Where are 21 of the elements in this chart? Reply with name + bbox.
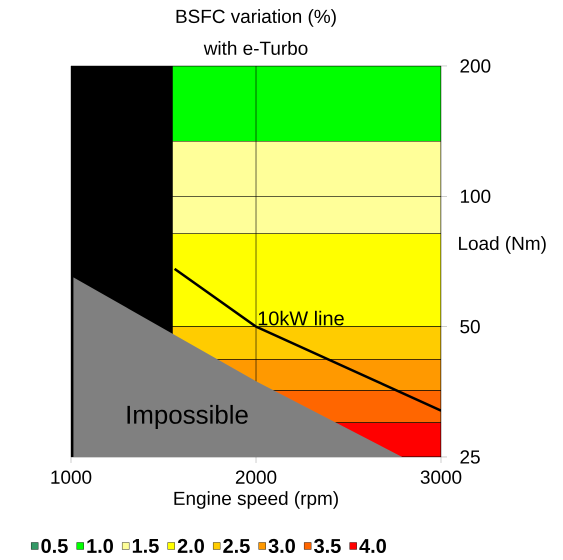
chart-subtitle: with e-Turbo <box>204 41 308 55</box>
chart-title: BSFC variation (%) <box>176 9 336 27</box>
x-tick-label: 2000 <box>236 470 276 484</box>
legend-label: 3.0 <box>268 538 295 554</box>
x-tick-label: 1000 <box>51 470 92 484</box>
y-tick-label: 100 <box>460 190 490 203</box>
x-axis-title: Engine speed (rpm) <box>174 491 338 509</box>
legend-label: 4.0 <box>359 538 386 554</box>
series-label: 10kW line <box>258 310 344 326</box>
legend-label: 0.5 <box>41 538 68 554</box>
x-tick-label: 3000 <box>420 470 462 484</box>
legend-label: 2.5 <box>223 538 250 554</box>
legend-label: 1.5 <box>132 539 159 553</box>
y-tick-label: 25 <box>460 450 480 464</box>
y-tick-label: 200 <box>460 59 490 73</box>
y-axis-title: Load (Nm) <box>459 236 546 254</box>
annotation: Impossible <box>127 404 248 430</box>
y-tick-label: 50 <box>460 320 480 334</box>
legend-label: 2.0 <box>178 538 204 554</box>
legend-label: 3.5 <box>314 538 341 554</box>
legend-label: 1.0 <box>87 538 113 554</box>
